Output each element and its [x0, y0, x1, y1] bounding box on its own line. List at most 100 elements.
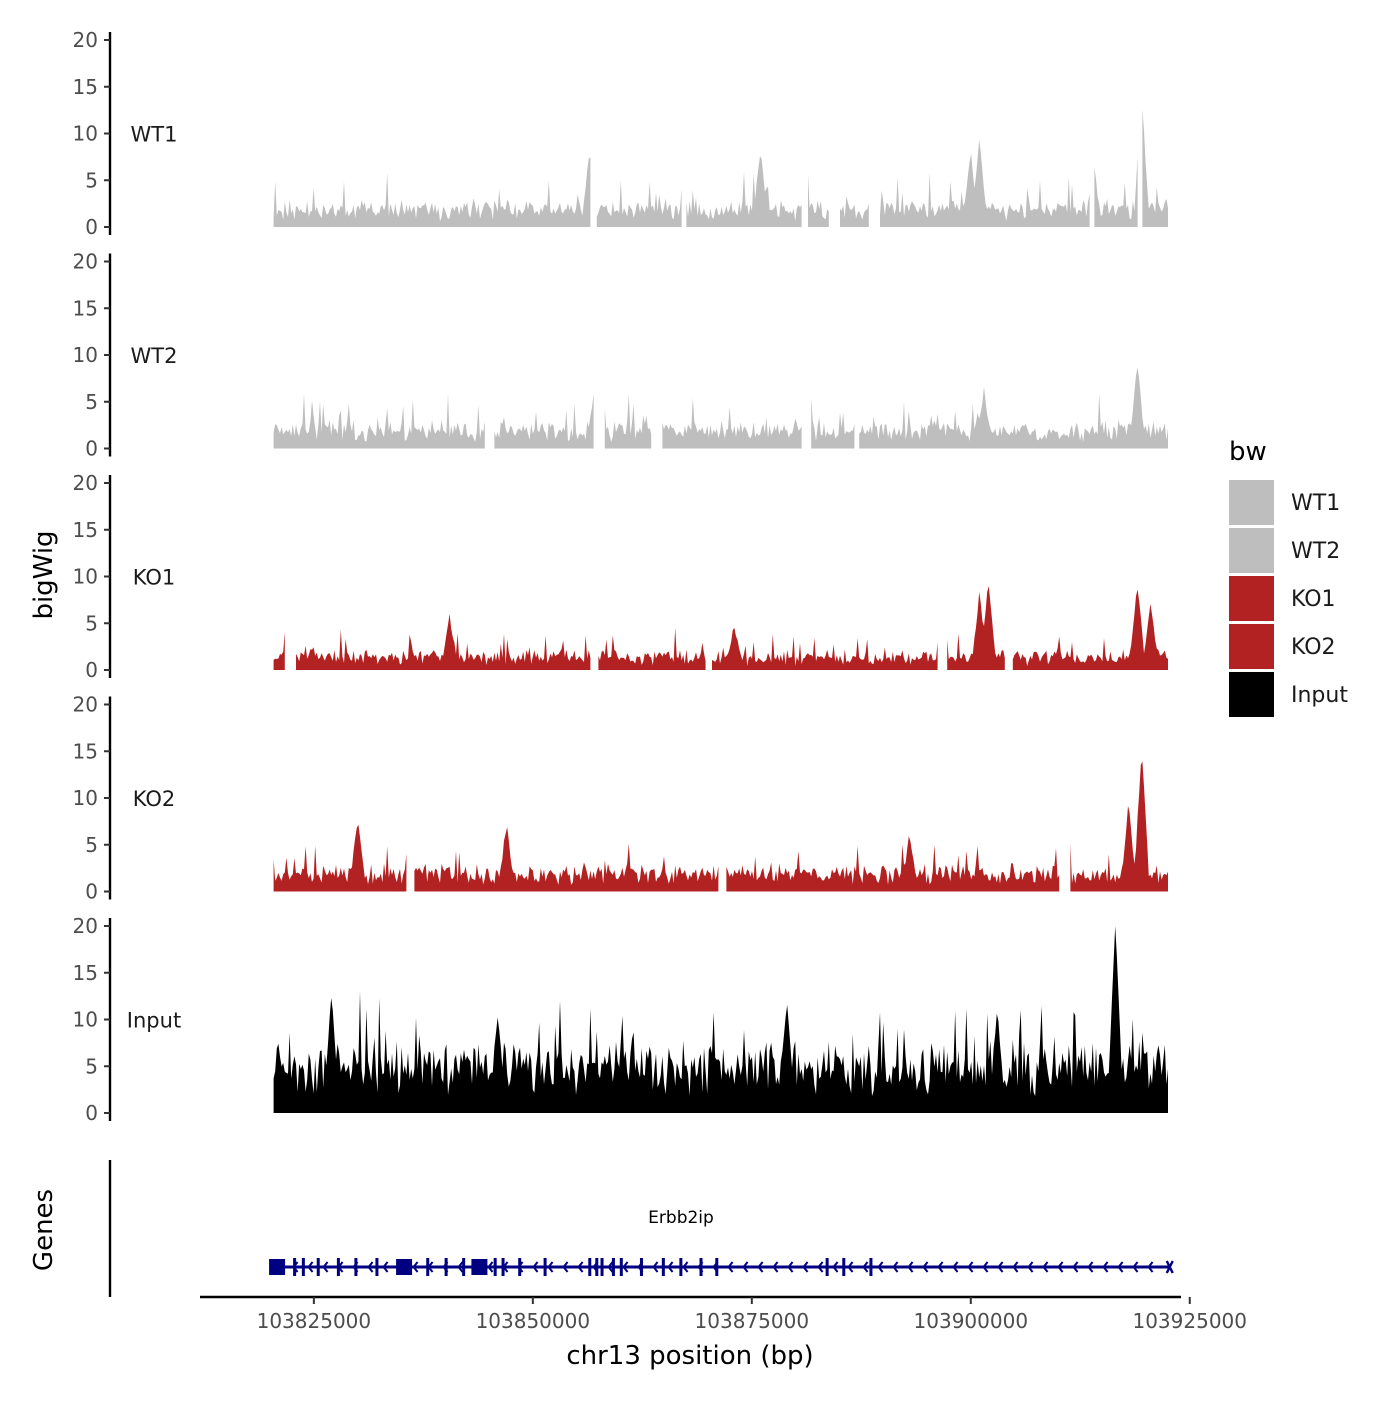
- y-tick-label: 10: [73, 565, 98, 589]
- x-tick-label: 103900000: [914, 1309, 1029, 1333]
- track-wt1: 0 5 10 15 20 WT1: [73, 28, 1168, 239]
- y-tick-label: 0: [85, 658, 98, 682]
- legend-swatch-wt2: [1229, 528, 1274, 573]
- signal-area: [273, 824, 407, 892]
- exon: [679, 1258, 683, 1276]
- strand-arrow: [547, 1261, 554, 1273]
- exon: [336, 1258, 340, 1276]
- signal-area: [1070, 761, 1168, 892]
- y-tick-label: 20: [73, 250, 98, 274]
- signal-area: [273, 926, 1169, 1113]
- strand-arrow: [1102, 1261, 1109, 1273]
- signal-area: [808, 174, 829, 227]
- signal-area: [604, 394, 652, 449]
- strand-arrow: [877, 1261, 884, 1273]
- strand-arrow: [1087, 1261, 1094, 1273]
- track-label: WT2: [131, 344, 178, 368]
- track-input: 0 5 10 15 20 Input: [73, 914, 1169, 1125]
- strand-arrow: [847, 1261, 854, 1273]
- exon: [375, 1258, 379, 1276]
- signal-area: [273, 393, 485, 449]
- strand-arrow: [1117, 1261, 1124, 1273]
- strand-arrow: [457, 1261, 464, 1273]
- y-tick-label: 10: [73, 1008, 98, 1032]
- y-tick-label: 15: [73, 739, 98, 763]
- signal-area: [880, 140, 1090, 227]
- y-tick-label: 5: [85, 833, 98, 857]
- strand-arrow: [1027, 1261, 1034, 1273]
- strand-arrow: [997, 1261, 1004, 1273]
- strand-arrow: [532, 1261, 539, 1273]
- strand-arrow: [892, 1261, 899, 1273]
- gene-end-mark: [1165, 1260, 1174, 1274]
- strand-arrow: [412, 1261, 419, 1273]
- y-tick-label: 5: [85, 611, 98, 635]
- track-label: KO2: [133, 787, 176, 811]
- signal-tracks: 0 5 10 15 20 WT1 0 5 10 15 20 WT2 0 5 10 15 20 KO1 0 5 10 15 2…: [73, 28, 1169, 1125]
- strand-arrow: [1057, 1261, 1064, 1273]
- y-tick-label: 15: [73, 75, 98, 99]
- strand-arrow: [742, 1261, 749, 1273]
- signal-area: [840, 196, 869, 227]
- exon: [316, 1258, 320, 1276]
- strand-arrow: [727, 1261, 734, 1273]
- strand-arrow: [757, 1261, 764, 1273]
- signal-area: [726, 836, 1060, 892]
- strand-arrow: [817, 1261, 824, 1273]
- strand-arrow: [682, 1261, 689, 1273]
- y-tick-label: 20: [73, 28, 98, 52]
- signal-area: [712, 628, 938, 670]
- track-label: WT1: [131, 123, 178, 147]
- exon: [493, 1258, 497, 1276]
- strand-arrow: [652, 1261, 659, 1273]
- exon: [444, 1258, 448, 1276]
- strand-arrow: [937, 1261, 944, 1273]
- strand-arrow: [1147, 1261, 1154, 1273]
- legend-label-ko1: KO1: [1291, 587, 1336, 612]
- y-tick-label: 5: [85, 1054, 98, 1078]
- strand-arrow: [952, 1261, 959, 1273]
- exon: [518, 1258, 522, 1276]
- exon: [543, 1258, 547, 1276]
- legend-label-input: Input: [1291, 683, 1348, 708]
- legend-swatch-ko2: [1229, 624, 1274, 669]
- signal-area: [686, 156, 802, 227]
- signal-area: [273, 632, 285, 670]
- y-tick-label: 10: [73, 343, 98, 367]
- x-axis: 103825000 103850000 103875000 103900000 1039…: [200, 1295, 1247, 1333]
- signal-area: [296, 613, 591, 670]
- legend-label-wt1: WT1: [1291, 491, 1340, 516]
- strand-arrow: [487, 1261, 494, 1273]
- signal-area: [596, 180, 682, 227]
- y-tick-label: 10: [73, 122, 98, 146]
- y-tick-label: 0: [85, 1101, 98, 1125]
- y-tick-label: 10: [73, 786, 98, 810]
- strand-arrow: [1042, 1261, 1049, 1273]
- legend-title: bw: [1229, 437, 1267, 467]
- strand-arrow: [367, 1261, 374, 1273]
- signal-area: [947, 586, 1005, 670]
- exon: [588, 1258, 592, 1276]
- signal-area: [598, 627, 706, 670]
- exon: [600, 1258, 604, 1276]
- strand-arrow: [322, 1261, 329, 1273]
- strand-arrow: [667, 1261, 674, 1273]
- strand-arrow: [802, 1261, 809, 1273]
- track-ko2: 0 5 10 15 20 KO2: [73, 693, 1168, 904]
- track-label: Input: [127, 1009, 181, 1033]
- x-tick-label: 103875000: [695, 1309, 810, 1333]
- gene-track: [108, 1160, 1174, 1297]
- exon-large: [471, 1259, 488, 1275]
- track-ko1: 0 5 10 15 20 KO1: [73, 471, 1168, 682]
- x-tick-label: 103850000: [476, 1309, 591, 1333]
- genes-axis-title: Genes: [29, 1189, 59, 1271]
- signal-area: [273, 157, 591, 227]
- legend: bw WT1 WT2 KO1 KO2 Input: [1229, 437, 1348, 717]
- exon: [611, 1258, 615, 1276]
- y-tick-label: 5: [85, 390, 98, 414]
- exon-large: [396, 1259, 413, 1275]
- exon: [825, 1258, 829, 1276]
- strand-arrow: [1012, 1261, 1019, 1273]
